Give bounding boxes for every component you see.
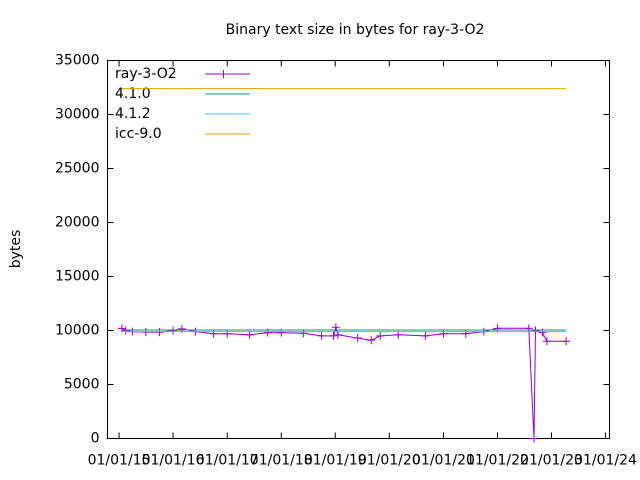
point-marker	[530, 434, 539, 443]
point-marker	[562, 337, 571, 346]
x-tick-label: 01/01/22	[466, 453, 529, 469]
point-marker	[117, 324, 126, 333]
point-marker	[155, 328, 164, 337]
legend-label: icc-9.0	[115, 126, 162, 142]
y-tick-label: 15000	[55, 269, 100, 285]
point-marker	[334, 330, 343, 339]
y-tick-label: 25000	[55, 161, 100, 177]
point-marker	[421, 331, 430, 340]
point-marker	[317, 331, 326, 340]
x-tick-label: 01/01/18	[250, 453, 313, 469]
x-tick-label: 01/01/24	[574, 453, 637, 469]
point-marker	[141, 328, 150, 337]
series-line	[121, 325, 567, 439]
point-marker	[461, 329, 470, 338]
point-marker	[367, 336, 376, 345]
point-marker	[223, 329, 232, 338]
y-tick-label: 35000	[55, 53, 100, 69]
y-axis-label: bytes	[8, 230, 24, 269]
legend-marker	[219, 70, 228, 78]
point-marker	[329, 331, 338, 340]
y-tick-label: 30000	[55, 107, 100, 123]
x-tick-label: 01/01/23	[520, 453, 583, 469]
legend-label: 4.1.0	[115, 86, 151, 102]
x-tick-label: 01/01/15	[88, 453, 151, 469]
x-tick-label: 01/01/19	[304, 453, 367, 469]
point-marker	[376, 331, 385, 340]
y-tick-label: 20000	[55, 215, 100, 231]
point-marker	[209, 329, 218, 338]
y-tick-label: 5000	[64, 377, 100, 393]
point-marker	[524, 324, 533, 333]
point-marker	[439, 329, 448, 338]
point-marker	[542, 337, 551, 346]
point-marker	[394, 330, 403, 339]
point-marker	[493, 324, 502, 333]
y-tick-label: 0	[91, 431, 100, 447]
point-marker	[353, 334, 362, 343]
x-tick-label: 01/01/21	[412, 453, 475, 469]
legend-label: ray-3-O2	[115, 66, 177, 82]
x-tick-label: 01/01/20	[358, 453, 421, 469]
legend-label: 4.1.2	[115, 106, 151, 122]
y-tick-label: 10000	[55, 323, 100, 339]
point-marker	[299, 329, 308, 338]
x-tick-label: 01/01/16	[142, 453, 205, 469]
plot-border	[107, 60, 610, 439]
point-marker	[245, 330, 254, 339]
x-tick-label: 01/01/17	[196, 453, 259, 469]
chart-title: Binary text size in bytes for ray-3-O2	[226, 22, 485, 38]
